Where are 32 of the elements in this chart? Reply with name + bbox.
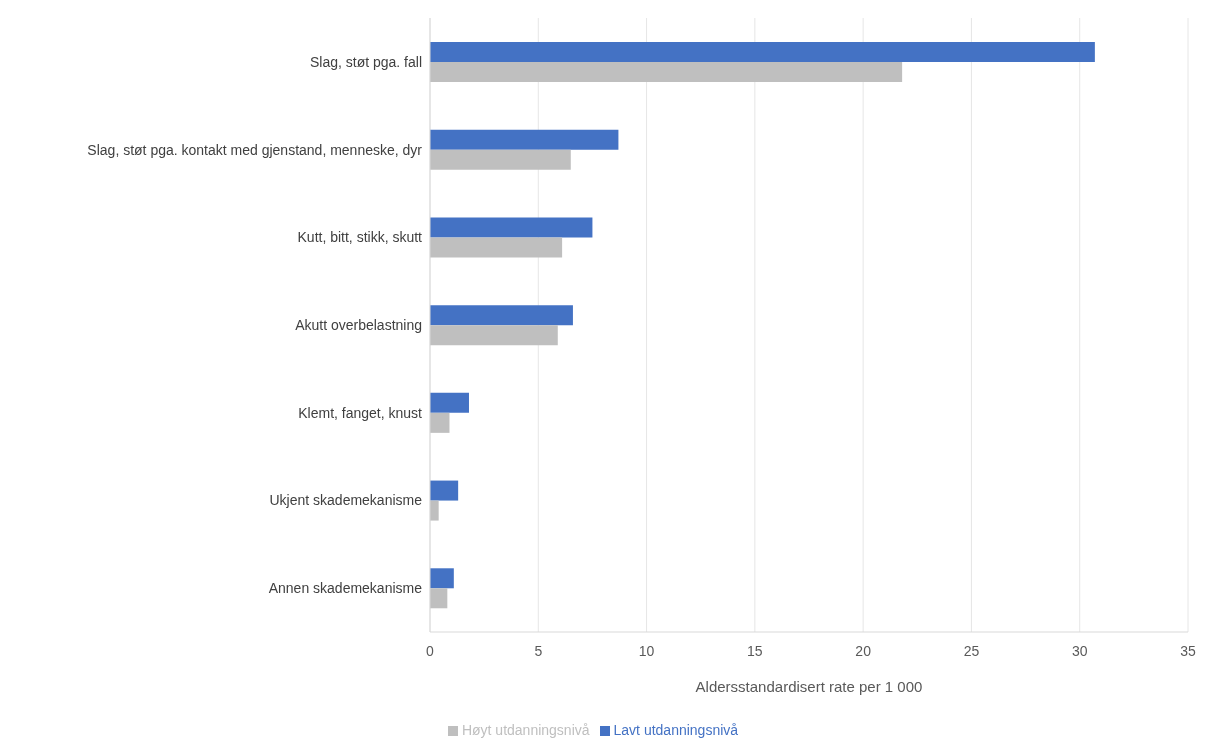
x-tick-label: 5 xyxy=(534,642,543,659)
bar xyxy=(430,500,439,521)
legend-label: Høyt utdanningsnivå xyxy=(461,722,590,738)
x-tick-label: 30 xyxy=(1071,642,1088,659)
x-tick-label: 10 xyxy=(638,642,655,659)
bar xyxy=(430,588,448,609)
bar xyxy=(430,237,563,258)
bar xyxy=(430,412,450,433)
bar xyxy=(430,129,619,150)
bar xyxy=(430,325,558,346)
y-tick-label: Annen skademekanisme xyxy=(268,580,423,597)
bar xyxy=(430,392,469,413)
x-tick-label: 25 xyxy=(963,642,980,659)
bar xyxy=(430,217,593,238)
y-tick-label: Slag, støt pga. kontakt med gjenstand, menneske, dyr xyxy=(87,141,423,158)
y-tick-label: Kutt, bitt, stikk, skutt xyxy=(297,229,423,246)
bar xyxy=(430,149,571,170)
y-tick-label: Klemt, fanget, knust xyxy=(298,404,423,421)
x-tick-label: 0 xyxy=(426,642,435,659)
bar xyxy=(430,42,1095,62)
y-tick-label: Ukjent skademekanisme xyxy=(269,492,423,509)
bar xyxy=(430,568,454,589)
bar xyxy=(430,62,903,82)
y-tick-label: Akutt overbelastning xyxy=(295,316,422,333)
legend-label: Lavt utdanningsnivå xyxy=(613,722,739,738)
x-tick-label: 35 xyxy=(1180,642,1196,659)
bar xyxy=(430,305,573,326)
bar xyxy=(430,480,459,501)
x-axis-title: Aldersstandardisert rate per 1 000 xyxy=(695,678,923,695)
x-tick-label: 15 xyxy=(747,642,763,659)
y-tick-label: Slag, støt pga. fall xyxy=(309,53,422,70)
x-tick-label: 20 xyxy=(855,642,872,659)
